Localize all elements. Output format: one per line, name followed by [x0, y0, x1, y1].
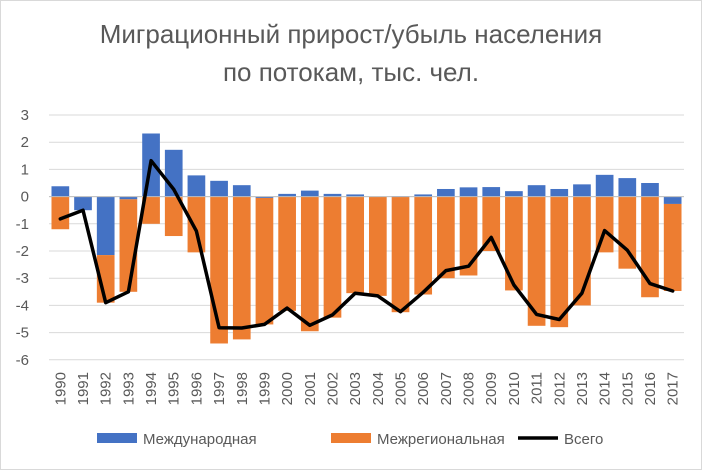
- bar-international: [255, 196, 274, 198]
- x-tick-label: 2000: [279, 372, 296, 405]
- bar-interregional: [414, 196, 433, 295]
- x-tick-label: 1991: [75, 372, 92, 405]
- bar-interregional: [232, 196, 251, 340]
- series-line-total: [58, 158, 675, 330]
- x-tick-label: 2015: [619, 372, 636, 405]
- x-tick-label: 2008: [461, 372, 478, 405]
- bar-international: [595, 174, 614, 197]
- bar-interregional: [187, 196, 206, 253]
- bar-interregional: [437, 196, 455, 279]
- bar-international: [119, 196, 138, 200]
- y-tick-label: -3: [16, 270, 29, 287]
- x-tick-label: 2007: [438, 372, 455, 405]
- x-tick-label: 2011: [529, 372, 546, 404]
- x-tick-label: 2001: [302, 372, 319, 405]
- x-tick-label: 2012: [551, 372, 568, 405]
- x-tick-label: 1993: [120, 372, 137, 405]
- legend-interregional-swatch: [331, 433, 371, 443]
- x-tick-label: 1996: [188, 372, 205, 405]
- y-tick-label: -4: [16, 297, 29, 314]
- legend-total-label: Всего: [564, 431, 603, 448]
- x-tick-label: 1995: [166, 372, 183, 405]
- bar-interregional: [459, 196, 478, 276]
- x-tick-label: 2016: [642, 372, 659, 405]
- y-tick-label: -6: [16, 352, 29, 369]
- y-tick-label: 3: [21, 107, 29, 124]
- bar-interregional: [278, 196, 296, 311]
- x-tick-label: 2002: [324, 372, 341, 405]
- x-tick-label: 2009: [483, 372, 500, 405]
- y-tick-label: 2: [21, 134, 29, 151]
- bar-international: [550, 188, 569, 197]
- bar-international: [51, 186, 70, 197]
- bar-interregional: [346, 196, 365, 294]
- bar-interregional: [142, 196, 160, 224]
- x-tick-label: 1998: [234, 372, 251, 405]
- bar-interregional: [300, 196, 319, 332]
- bar-international: [482, 187, 501, 197]
- bar-interregional: [641, 196, 659, 298]
- bar-interregional: [391, 196, 410, 313]
- chart-title: Миграционный прирост/убыль населения по …: [1, 15, 701, 91]
- bar-interregional: [323, 196, 342, 318]
- bar-interregional: [164, 196, 183, 237]
- x-tick-label: 2006: [415, 372, 432, 405]
- chart-title-line-1: Миграционный прирост/убыль населения: [99, 19, 603, 49]
- x-tick-label: 2017: [665, 372, 682, 405]
- x-tick-label: 1999: [256, 372, 273, 405]
- chart-title-line-2: по потокам, тыс. чел.: [222, 57, 480, 87]
- y-tick-label: -1: [16, 216, 29, 233]
- bar-international: [573, 184, 591, 197]
- bar-international: [323, 193, 342, 197]
- x-tick-label: 1997: [211, 372, 228, 405]
- bar-interregional: [505, 196, 523, 291]
- legend-international-label: Международная: [143, 431, 257, 448]
- bar-international: [187, 175, 206, 197]
- bar-international: [505, 191, 523, 197]
- x-tick-label: 1990: [52, 372, 69, 405]
- bar-international: [618, 178, 637, 197]
- bar-interregional: [482, 196, 501, 251]
- bar-interregional: [119, 199, 138, 292]
- bar-interregional: [550, 196, 569, 328]
- bar-interregional: [663, 203, 682, 291]
- bar-interregional: [368, 196, 387, 296]
- legend-interregional-label: Межрегиональная: [377, 431, 505, 448]
- x-tick-label: 2010: [506, 372, 523, 405]
- bar-international: [437, 188, 455, 197]
- bar-international: [459, 187, 478, 197]
- y-tick-label: -2: [16, 243, 29, 260]
- bar-international: [74, 196, 92, 211]
- y-tick-label: 1: [21, 161, 29, 178]
- x-tick-label: 2004: [370, 372, 387, 405]
- bar-interregional: [255, 197, 274, 325]
- x-tick-label: 1992: [98, 372, 115, 405]
- bar-international: [96, 196, 115, 256]
- x-tick-label: 2003: [347, 372, 364, 405]
- x-tick-label: 2014: [597, 372, 614, 405]
- bar-international: [300, 190, 319, 197]
- bar-international: [641, 183, 659, 197]
- y-tick-label: 0: [21, 189, 29, 206]
- bar-international: [232, 185, 251, 197]
- bar-international: [346, 194, 365, 197]
- bar-international: [210, 180, 228, 197]
- x-tick-label: 2005: [393, 372, 410, 405]
- bar-international: [278, 193, 296, 197]
- legend-international-swatch: [97, 433, 137, 443]
- bar-international: [663, 196, 682, 204]
- x-tick-label: 2013: [574, 372, 591, 405]
- x-tick-label: 1994: [143, 372, 160, 405]
- y-tick-label: -5: [16, 325, 29, 342]
- bar-international: [414, 194, 433, 197]
- bar-interregional: [527, 196, 546, 326]
- bar-interregional: [618, 196, 637, 269]
- bar-international: [527, 185, 546, 197]
- bar-interregional: [51, 196, 70, 230]
